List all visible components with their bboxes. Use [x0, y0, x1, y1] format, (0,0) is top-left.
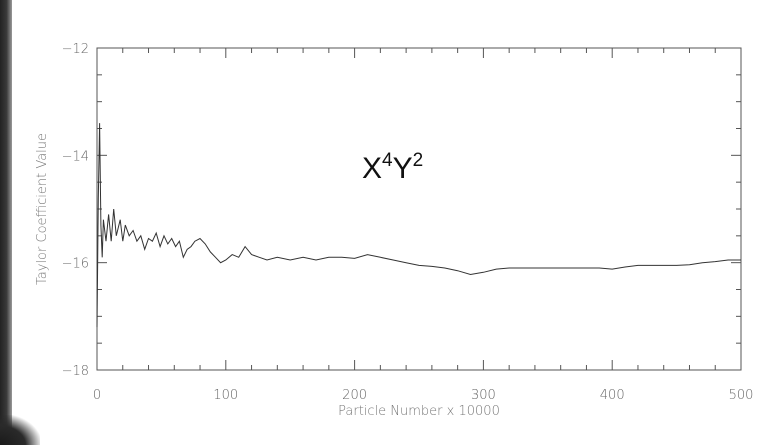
plot-area-border — [96, 47, 742, 371]
x-tick-label: 400 — [600, 388, 625, 403]
annotation-base-y: Y — [393, 152, 413, 185]
x-axis-label: Particle Number x 10000 — [338, 404, 500, 419]
x-tick-label: 300 — [471, 388, 496, 403]
y-tick-label: −12 — [62, 42, 89, 57]
series-line — [96, 123, 741, 328]
y-tick-label: −18 — [62, 364, 89, 379]
annotation-sup-2: 2 — [413, 150, 424, 171]
annotation-sup-4: 4 — [382, 150, 393, 171]
y-tick-label: −16 — [62, 257, 89, 272]
y-axis-label: Taylor Coefficient Value — [35, 133, 50, 285]
x-tick-label: 500 — [729, 388, 754, 403]
coefficient-annotation: X4Y2 — [362, 150, 423, 185]
x-tick-label: 100 — [213, 388, 238, 403]
x-tick-label: 200 — [342, 388, 367, 403]
left-edge-shadow — [0, 0, 12, 445]
y-axis-ticks: −18 −16 −14 −12 — [62, 42, 741, 379]
x-tick-label: 0 — [93, 388, 101, 403]
y-tick-label: −14 — [62, 149, 89, 164]
x-axis-ticks: 0 100 200 300 400 500 — [93, 48, 754, 403]
bottom-left-shadow — [0, 415, 40, 445]
annotation-base-x: X — [362, 152, 382, 185]
